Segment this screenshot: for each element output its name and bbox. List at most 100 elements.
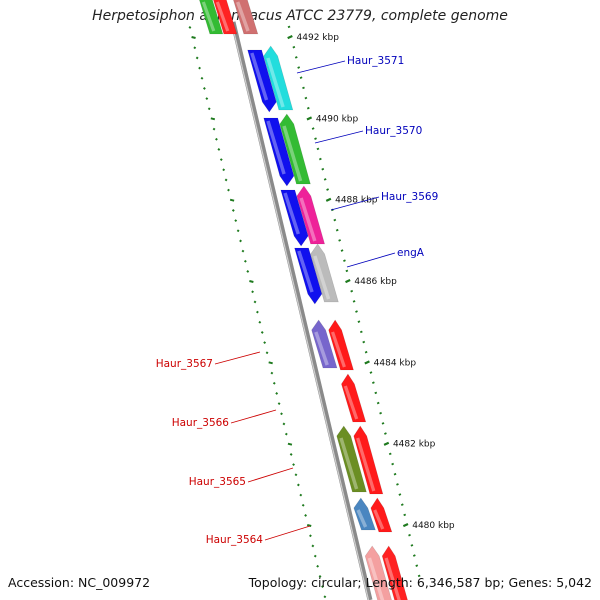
ruler-minor-tick [306, 106, 310, 110]
ruler-minor-tick [350, 289, 354, 293]
ruler-minor-tick [398, 493, 402, 496]
tick-label: 4482 kbp [393, 440, 436, 450]
ruler-minor-tick [400, 503, 404, 506]
ruler-minor-tick [338, 239, 342, 242]
outer-ruler-tick [313, 554, 317, 558]
partial-feature[interactable] [233, 0, 259, 35]
minus-strand-arrow[interactable] [370, 497, 393, 533]
gene-label[interactable]: Haur_3564 [206, 534, 264, 546]
gene-leader-line [247, 467, 294, 483]
outer-ruler-tick [294, 473, 298, 477]
outer-ruler-tick [251, 290, 254, 294]
plus-strand-arrow[interactable] [280, 189, 309, 247]
ruler-minor-tick [388, 452, 392, 456]
ruler-minor-tick [384, 432, 387, 435]
gene-label[interactable]: Haur_3569 [381, 191, 438, 203]
partial-feature[interactable] [199, 0, 224, 35]
minus-strand-arrow[interactable] [353, 425, 384, 495]
outer-ruler-tick [253, 300, 257, 304]
minus-strand-arrow[interactable] [341, 373, 367, 423]
outer-ruler-tick [217, 148, 221, 151]
gene-label[interactable]: Haur_3571 [347, 55, 404, 67]
cog-block-engA[interactable] [310, 243, 339, 303]
ruler-minor-tick [376, 401, 380, 405]
gene-leader-line [314, 130, 364, 144]
ruler-minor-tick [357, 320, 361, 323]
partial-feature[interactable] [213, 0, 238, 35]
ruler-minor-tick [323, 178, 327, 181]
plus-strand-arrow[interactable] [263, 117, 295, 187]
outer-ruler-tick [205, 97, 209, 100]
gene-leader-line [346, 252, 396, 268]
ruler-minor-tick [381, 422, 385, 425]
gene-label[interactable]: engA [397, 247, 425, 259]
outer-ruler-tick [236, 229, 240, 233]
ruler-minor-tick [352, 300, 356, 303]
ruler-minor-tick [403, 513, 407, 517]
cog-block-Haur_3567[interactable] [311, 319, 338, 369]
cog-block-Haur_3565[interactable] [336, 425, 367, 493]
outer-ruler-tick [224, 178, 228, 182]
outer-ruler-tick [193, 46, 197, 50]
ruler-minor-tick [294, 56, 298, 59]
ruler-minor-tick [316, 147, 320, 151]
tick-label: 4488 kbp [335, 196, 378, 206]
outer-ruler-tick [234, 219, 238, 222]
partial-feature[interactable] [381, 545, 410, 600]
outer-ruler-tick [222, 168, 226, 172]
minus-strand-arrow[interactable] [328, 319, 354, 371]
outer-ruler-tick [215, 137, 218, 141]
accession-text: Accession: NC_009972 [8, 575, 151, 590]
ruler-minor-tick [410, 544, 414, 547]
kbp-ruler [287, 25, 421, 578]
ruler-minor-tick [396, 483, 399, 486]
ruler-minor-tick [335, 228, 339, 232]
gene-label[interactable]: Haur_3565 [189, 476, 246, 488]
outer-ruler-tick [191, 36, 196, 39]
ruler-minor-tick [302, 86, 305, 90]
outer-ruler-tick [227, 188, 230, 192]
outer-ruler-tick [299, 493, 303, 497]
cog-block-Haur_3571[interactable] [263, 45, 294, 111]
outer-ruler-tick [258, 320, 262, 324]
outer-ruler-tick [229, 198, 235, 202]
outer-ruler-tick [207, 107, 211, 111]
outer-ruler-tick [239, 239, 242, 243]
outer-ruler-tick [195, 56, 199, 60]
gene-label[interactable]: Haur_3566 [172, 417, 230, 429]
tick-label: 4486 kbp [354, 277, 397, 287]
outer-ruler-tick [188, 26, 192, 29]
ruler-minor-tick [369, 371, 373, 374]
tick-label: 4484 kbp [374, 358, 417, 368]
ruler-minor-tick [359, 330, 363, 334]
outer-ruler-tick [301, 503, 305, 507]
gene-label[interactable]: Haur_3567 [156, 358, 213, 370]
outer-ruler-tick [210, 117, 216, 121]
gene-leader-line [264, 525, 311, 541]
ruler-minor-tick [299, 76, 303, 79]
tick-label: 4490 kbp [316, 114, 359, 124]
gene-leader-line [296, 60, 346, 74]
partial-feature[interactable] [364, 545, 394, 600]
ruler-minor-tick [371, 381, 375, 384]
cog-block-Haur_3570[interactable] [279, 113, 311, 185]
plus-strand-arrow[interactable] [294, 247, 323, 305]
outer-ruler-tick [304, 514, 308, 517]
cog-block-Haur_3564[interactable] [353, 497, 376, 531]
ruler-major-tick [364, 360, 370, 365]
gene-leader-line [330, 196, 380, 211]
outer-ruler-tick [241, 249, 245, 253]
gene-label[interactable]: Haur_3570 [365, 125, 422, 137]
outer-ruler-tick [256, 310, 259, 314]
outer-ruler-tick [287, 442, 293, 446]
ruler-minor-tick [379, 411, 382, 415]
ruler-minor-tick [321, 167, 325, 171]
ruler-minor-tick [393, 472, 397, 476]
outer-ruler-tick [203, 87, 206, 90]
outer-ruler-tick [306, 524, 312, 527]
ruler-minor-tick [355, 310, 358, 313]
gene-leader-line [230, 409, 277, 424]
plus-strand-arrow[interactable] [247, 49, 277, 113]
ruler-minor-tick [340, 249, 344, 252]
